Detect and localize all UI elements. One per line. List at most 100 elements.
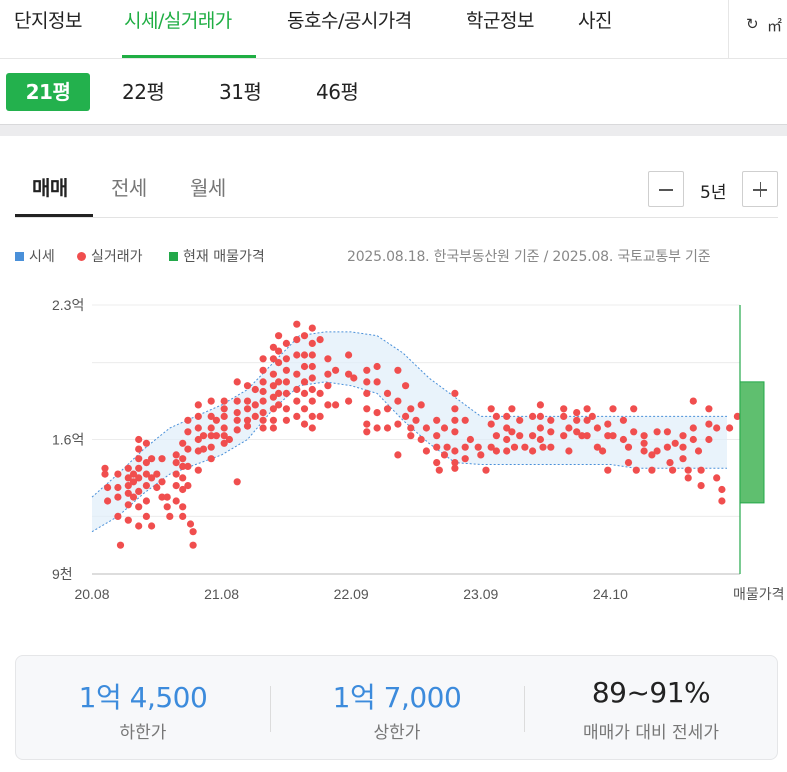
actual-trade-point	[663, 428, 672, 436]
actual-trade-point	[233, 397, 241, 405]
actual-trade-point	[363, 378, 371, 386]
actual-trade-point	[243, 405, 252, 413]
actual-trade-point	[648, 451, 656, 459]
actual-trade-point	[669, 466, 677, 474]
actual-trade-point	[243, 416, 252, 424]
actual-trade-point	[269, 405, 277, 413]
actual-trade-point	[220, 412, 228, 420]
actual-trade-point	[402, 382, 410, 390]
actual-trade-point	[300, 378, 309, 386]
actual-trade-point	[604, 466, 612, 474]
actual-trade-point	[172, 482, 180, 490]
actual-trade-point	[316, 412, 324, 420]
summary-low: 1억 4,500 하한가	[16, 656, 270, 761]
actual-trade-point	[345, 351, 353, 359]
actual-trade-point	[207, 432, 215, 440]
actual-trade-point	[630, 405, 638, 413]
actual-trade-point	[233, 478, 241, 486]
tab-complex-info[interactable]: 단지정보	[14, 10, 82, 32]
summary-high: 1억 7,000 상한가	[270, 656, 524, 761]
actual-trade-point	[671, 439, 679, 447]
actual-trade-point	[275, 401, 283, 409]
actual-trade-point	[251, 401, 259, 409]
size-tab-22[interactable]: 22평	[122, 80, 165, 104]
actual-trade-point	[308, 412, 316, 420]
actual-trade-point	[508, 428, 516, 436]
actual-trade-point	[282, 366, 290, 374]
actual-trade-point	[573, 409, 581, 417]
actual-trade-point	[666, 459, 674, 467]
actual-trade-point	[233, 426, 241, 434]
legend-actual-label: 실거래가	[91, 249, 143, 265]
actual-trade-point	[207, 455, 215, 463]
actual-trade-point	[417, 401, 425, 409]
actual-trade-point	[124, 464, 132, 472]
actual-trade-point	[583, 405, 591, 413]
legend-listing: 현재 매물가격	[169, 246, 265, 266]
unit-toggle-button[interactable]: ↻ ㎡	[728, 0, 787, 58]
legend-actual-swatch	[77, 251, 86, 261]
actual-trade-point	[259, 378, 267, 386]
actual-trade-point	[609, 405, 617, 413]
actual-trade-point	[114, 483, 122, 492]
actual-trade-point	[640, 432, 648, 440]
actual-trade-point	[101, 470, 109, 478]
legend-listing-label: 현재 매물가격	[183, 249, 265, 265]
actual-trade-point	[179, 485, 187, 494]
actual-trade-point	[142, 439, 150, 447]
actual-trade-point	[547, 428, 555, 436]
tab-jeonse[interactable]: 전세	[111, 176, 147, 200]
tab-school-info[interactable]: 학군정보	[466, 10, 534, 32]
actual-trade-point	[148, 455, 156, 463]
actual-trade-point	[521, 443, 529, 451]
tab-market-price[interactable]: 시세/실거래가	[124, 10, 232, 32]
actual-trade-point	[604, 420, 612, 428]
actual-trade-point	[726, 424, 734, 432]
actual-trade-point	[135, 522, 143, 530]
actual-trade-point	[179, 474, 187, 482]
tab-unit-price[interactable]: 동호수/공시가격	[287, 10, 412, 32]
actual-trade-point	[529, 447, 537, 455]
actual-trade-point	[407, 424, 415, 432]
actual-trade-point	[135, 435, 143, 444]
actual-trade-point	[487, 443, 495, 451]
y-tick-label: 9천	[52, 566, 73, 582]
actual-trade-point	[158, 478, 166, 486]
actual-trade-point	[536, 435, 545, 444]
period-decrease-button[interactable]	[648, 171, 684, 207]
actual-trade-point	[461, 416, 469, 424]
low-price-label: 하한가	[119, 723, 167, 743]
actual-trade-point	[508, 405, 516, 413]
actual-trade-point	[124, 489, 132, 497]
actual-trade-point	[345, 397, 353, 405]
active-tab-indicator	[122, 55, 256, 58]
actual-trade-point	[220, 405, 228, 413]
actual-trade-point	[443, 443, 451, 451]
size-tab-21[interactable]: 21평	[6, 73, 90, 111]
actual-trade-point	[189, 541, 197, 549]
actual-trade-point	[451, 389, 459, 397]
actual-trade-point	[474, 443, 482, 451]
actual-trade-point	[451, 428, 459, 436]
tab-sale[interactable]: 매매	[32, 176, 68, 200]
actual-trade-point	[536, 412, 545, 420]
actual-trade-point	[172, 497, 180, 505]
actual-trade-point	[269, 424, 277, 432]
size-tab-31[interactable]: 31평	[219, 80, 262, 104]
actual-trade-point	[394, 397, 402, 405]
actual-trade-point	[158, 493, 166, 501]
actual-trade-point	[184, 462, 192, 470]
tab-photos[interactable]: 사진	[578, 10, 612, 32]
actual-trade-point	[269, 416, 277, 424]
actual-trade-point	[705, 435, 713, 444]
period-increase-button[interactable]	[742, 171, 778, 207]
actual-trade-point	[394, 451, 402, 459]
actual-trade-point	[300, 362, 309, 371]
actual-trade-point	[142, 482, 150, 490]
actual-trade-point	[293, 370, 301, 378]
tab-monthly-rent[interactable]: 월세	[190, 176, 226, 200]
size-tab-46[interactable]: 46평	[316, 80, 359, 104]
actual-trade-point	[308, 374, 316, 382]
actual-trade-point	[373, 424, 381, 432]
